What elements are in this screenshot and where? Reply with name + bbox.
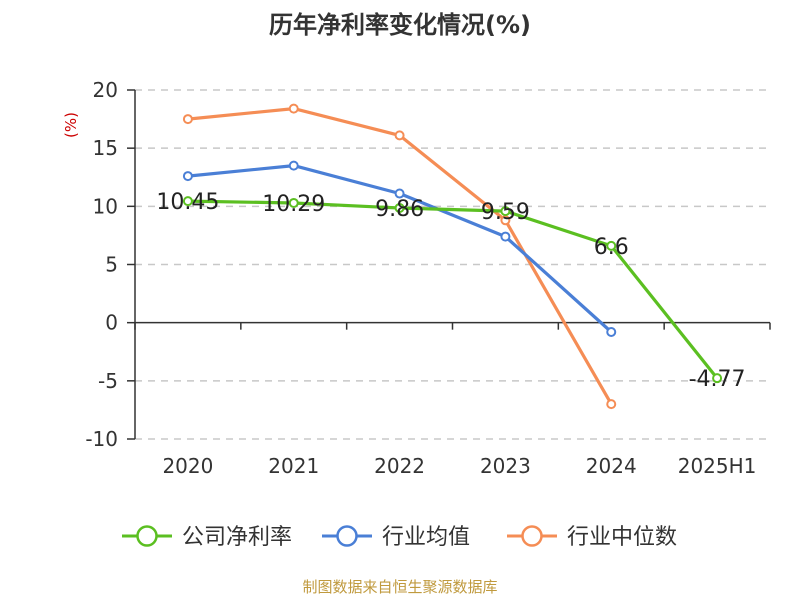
series-0-point[interactable] [288,197,299,208]
series-0-line [187,199,719,380]
series-0-point[interactable] [712,373,723,384]
y-tick-label: 20 [93,78,118,102]
data-label: 9.86 [375,197,424,222]
legend-item-2[interactable]: 行业中位数 [507,525,677,550]
y-axis-label: (%) [62,112,80,138]
chart-title: 历年净利率变化情况(%) [269,11,531,39]
data-label: 9.59 [481,200,530,225]
grid-lines [135,89,770,440]
data-label: 6.6 [594,235,629,260]
y-tick-label: -10 [85,427,118,451]
series-lines [182,103,723,410]
series-0-point[interactable] [500,206,511,217]
series-2-line [187,106,613,405]
legend-item-0[interactable]: 公司净利率 [122,525,292,550]
x-tick-label: 2020 [162,454,213,478]
legend-marker [336,525,358,547]
legend-item-1[interactable]: 行业均值 [322,525,470,550]
legend-label: 行业中位数 [567,525,677,550]
series-2-point[interactable] [182,114,193,125]
y-tick-label: 5 [105,253,118,277]
data-label: -4.77 [689,367,746,392]
y-tick-label: 0 [105,311,118,335]
legend-marker [521,525,543,547]
data-label: 10.29 [262,192,325,217]
legend-label: 行业均值 [382,525,470,550]
series-1-point[interactable] [394,188,405,199]
x-tick-label: 2021 [268,454,319,478]
data-labels: 10.45 10.29 9.86 9.59 6.6 -4.77 [156,190,745,392]
y-tick-label: 10 [93,194,118,218]
series-2-point[interactable] [288,103,299,114]
series-0-point[interactable] [182,196,193,207]
y-tick-label: -5 [98,369,118,393]
x-tick-label: 2023 [480,454,531,478]
legend-marker [136,525,158,547]
x-tick-label: 2022 [374,454,425,478]
series-2-point[interactable] [606,399,617,410]
series-2-point[interactable] [500,215,511,226]
series-2-point[interactable] [394,130,405,141]
x-tick-label: 2024 [586,454,637,478]
x-tick-label: 2025H1 [678,454,757,478]
y-tick-label: 15 [93,136,118,160]
series-0-point[interactable] [606,240,617,251]
legend[interactable]: 公司净利率 行业均值 行业中位数 [122,525,677,550]
axes: 20 15 10 5 0 -5 -10 2020 2021 2022 2023 2024 2025H1 [85,78,771,478]
source-note: 制图数据来自恒生聚源数据库 [302,578,497,596]
series-0-point[interactable] [394,202,405,213]
series-1-point[interactable] [288,160,299,171]
series-1-point[interactable] [606,326,617,337]
legend-label: 公司净利率 [182,525,292,550]
series-1-point[interactable] [182,171,193,182]
data-label: 10.45 [156,190,219,215]
series-1-point[interactable] [500,231,511,242]
